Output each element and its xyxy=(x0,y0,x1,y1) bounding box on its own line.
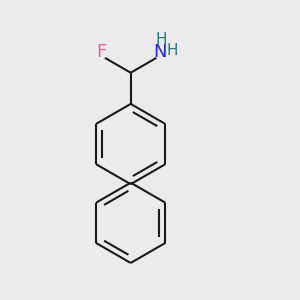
Text: N: N xyxy=(153,43,167,61)
Text: F: F xyxy=(96,43,106,61)
Text: H: H xyxy=(167,43,178,58)
Text: H: H xyxy=(156,32,167,47)
